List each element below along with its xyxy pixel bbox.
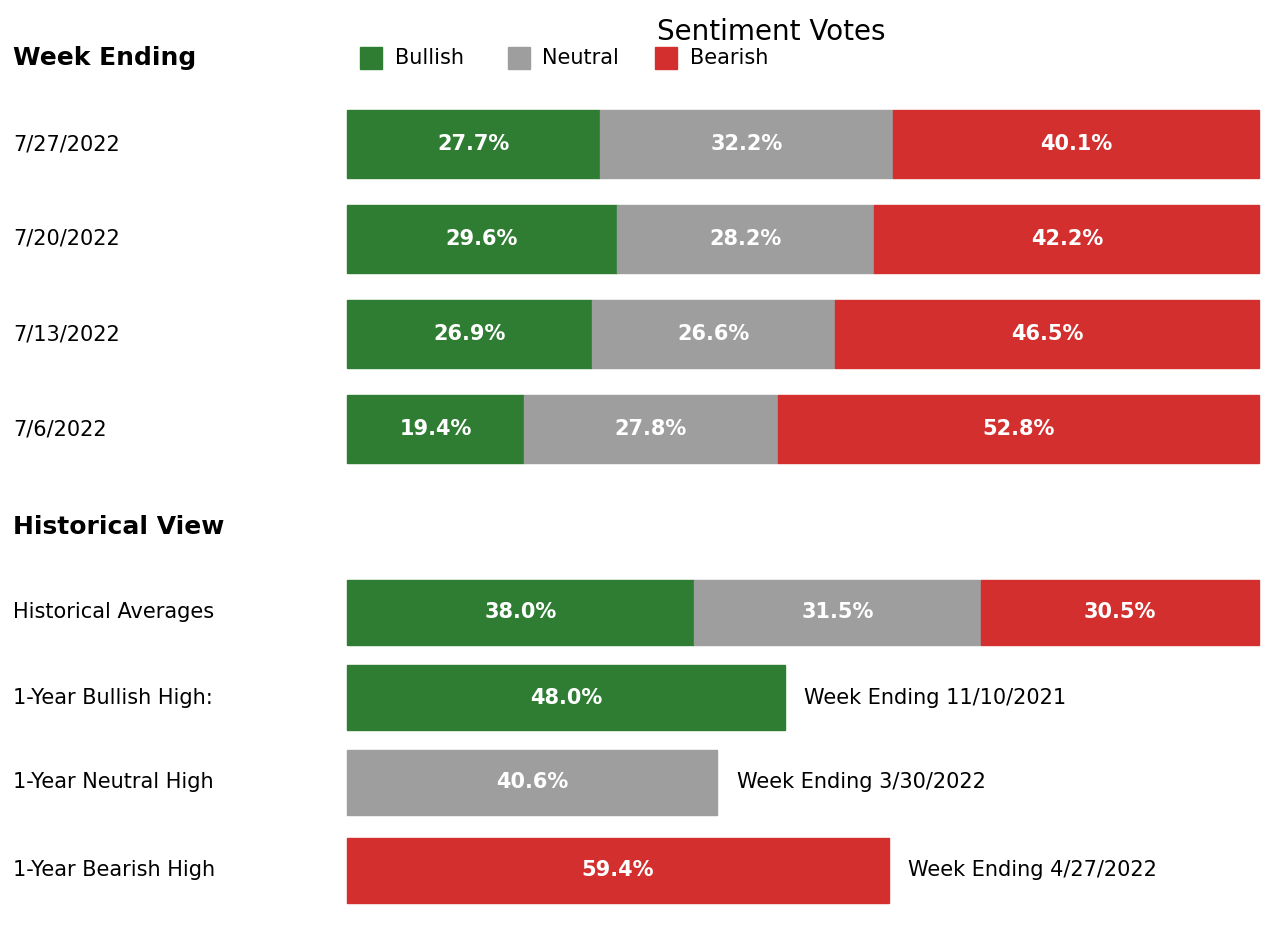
Text: 29.6%: 29.6%	[446, 229, 518, 249]
Bar	[617, 205, 874, 273]
Bar	[980, 580, 1259, 645]
Bar	[347, 750, 717, 815]
Text: 7/6/2022: 7/6/2022	[13, 419, 107, 439]
Text: 28.2%: 28.2%	[709, 229, 781, 249]
Text: 42.2%: 42.2%	[1031, 229, 1103, 249]
Text: 48.0%: 48.0%	[529, 688, 603, 708]
Bar	[508, 47, 529, 69]
Text: 1-Year Bearish High: 1-Year Bearish High	[13, 861, 215, 881]
Text: 7/20/2022: 7/20/2022	[13, 229, 120, 249]
Bar	[655, 47, 677, 69]
Text: Week Ending 11/10/2021: Week Ending 11/10/2021	[804, 688, 1067, 708]
Text: 26.9%: 26.9%	[433, 324, 506, 344]
Text: Week Ending 3/30/2022: Week Ending 3/30/2022	[736, 772, 986, 792]
Text: 46.5%: 46.5%	[1011, 324, 1083, 344]
Bar	[347, 580, 694, 645]
Text: 27.8%: 27.8%	[614, 419, 687, 439]
Text: 7/27/2022: 7/27/2022	[13, 134, 120, 154]
Text: Bullish: Bullish	[394, 48, 464, 68]
Text: 7/13/2022: 7/13/2022	[13, 324, 120, 344]
Bar	[600, 110, 893, 178]
Text: 19.4%: 19.4%	[400, 419, 472, 439]
Bar	[347, 395, 524, 463]
Bar	[347, 665, 785, 730]
Bar	[592, 300, 835, 368]
Bar	[347, 110, 600, 178]
Bar	[347, 205, 617, 273]
Bar	[347, 838, 889, 903]
Bar	[777, 395, 1259, 463]
Bar	[874, 205, 1259, 273]
Text: 27.7%: 27.7%	[437, 134, 509, 154]
Text: Bearish: Bearish	[690, 48, 768, 68]
Text: 32.2%: 32.2%	[711, 134, 783, 154]
Text: Week Ending 4/27/2022: Week Ending 4/27/2022	[908, 861, 1156, 881]
Bar	[893, 110, 1259, 178]
Bar	[360, 47, 382, 69]
Text: Historical View: Historical View	[13, 515, 224, 539]
Text: Historical Averages: Historical Averages	[13, 603, 215, 623]
Text: 52.8%: 52.8%	[982, 419, 1055, 439]
Text: Neutral: Neutral	[542, 48, 619, 68]
Bar	[524, 395, 777, 463]
Bar	[347, 300, 592, 368]
Text: 1-Year Neutral High: 1-Year Neutral High	[13, 772, 213, 792]
Bar	[835, 300, 1259, 368]
Text: 1-Year Bullish High:: 1-Year Bullish High:	[13, 688, 212, 708]
Text: 59.4%: 59.4%	[582, 861, 654, 881]
Text: 31.5%: 31.5%	[801, 603, 874, 623]
Text: 38.0%: 38.0%	[484, 603, 556, 623]
Text: 30.5%: 30.5%	[1085, 603, 1156, 623]
Text: 26.6%: 26.6%	[677, 324, 750, 344]
Bar	[694, 580, 980, 645]
Text: Sentiment Votes: Sentiment Votes	[657, 18, 885, 46]
Text: Week Ending: Week Ending	[13, 46, 197, 70]
Text: 40.1%: 40.1%	[1041, 134, 1113, 154]
Text: 40.6%: 40.6%	[496, 772, 568, 792]
